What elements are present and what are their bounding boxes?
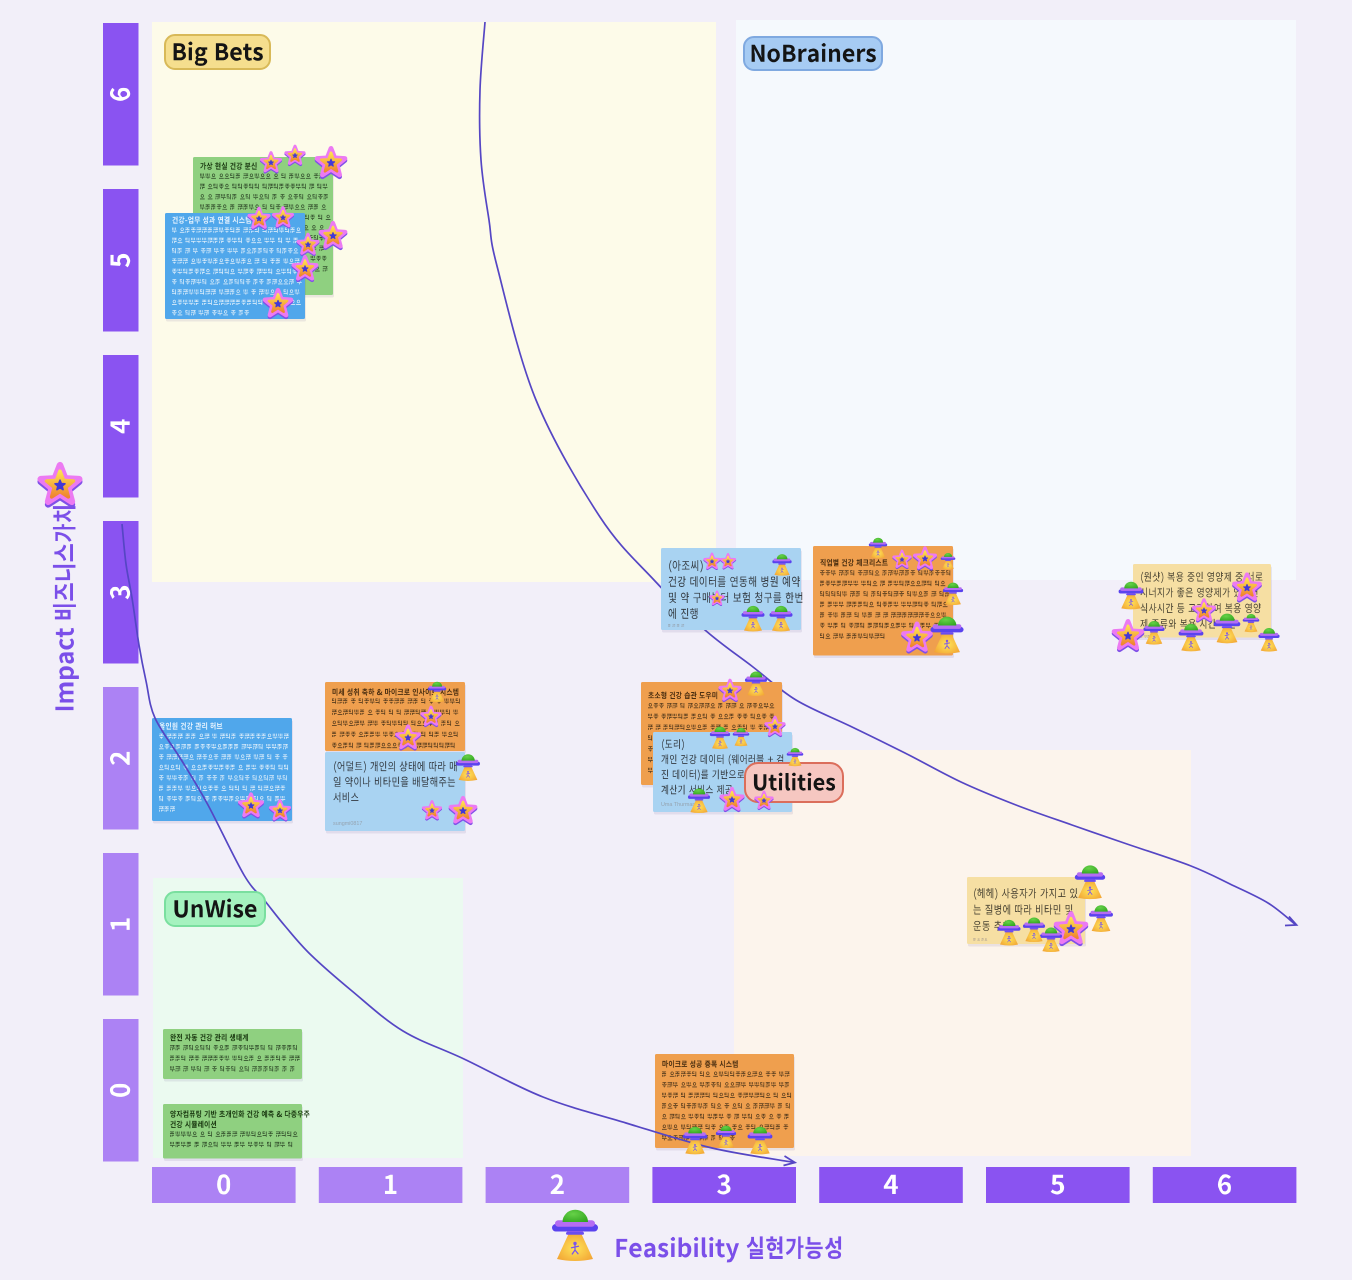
svg-text:sungmi0817: sungmi0817 <box>333 821 362 827</box>
svg-text:Uma Thurman: Uma Thurman <box>661 802 695 808</box>
